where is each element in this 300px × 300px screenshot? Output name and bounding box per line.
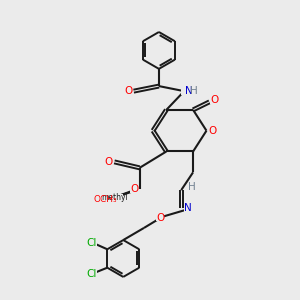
Text: O: O [210, 95, 219, 105]
Text: H: H [188, 182, 196, 192]
Bar [130, 186, 138, 193]
Text: O: O [156, 213, 164, 223]
Bar [208, 127, 217, 134]
Bar [105, 158, 113, 166]
Bar [86, 239, 97, 246]
Text: O: O [124, 86, 132, 96]
Text: OCH₃: OCH₃ [94, 195, 117, 204]
Bar [98, 196, 112, 203]
Text: O: O [130, 184, 138, 194]
Bar [124, 88, 133, 95]
Text: O: O [208, 126, 217, 136]
Text: Cl: Cl [86, 238, 97, 248]
Bar [181, 88, 192, 95]
Bar [156, 214, 164, 221]
Bar [86, 270, 97, 277]
Text: O: O [105, 157, 113, 167]
Text: Cl: Cl [86, 268, 97, 279]
Text: N: N [184, 203, 192, 213]
Bar [106, 194, 122, 201]
Bar [184, 204, 192, 211]
Text: N: N [185, 86, 193, 96]
Bar [210, 97, 219, 104]
Text: H: H [190, 86, 198, 96]
Text: methyl: methyl [101, 193, 128, 202]
